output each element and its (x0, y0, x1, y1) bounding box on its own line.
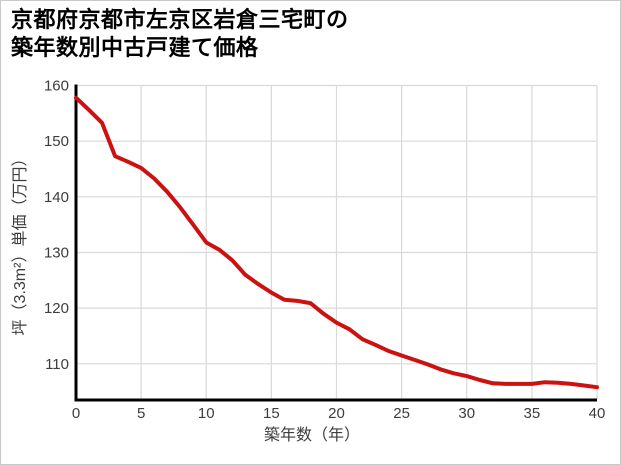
x-tick-label: 40 (589, 405, 606, 422)
x-tick-label: 35 (524, 405, 541, 422)
price-line (74, 95, 599, 390)
y-tick-label: 150 (44, 133, 69, 150)
x-tick-label: 25 (393, 405, 410, 422)
y-tick-label: 120 (44, 300, 69, 317)
chart-title-line2: 築年数別中古戸建て価格 (11, 35, 259, 60)
y-tick-label: 140 (44, 189, 69, 206)
x-tick-label: 10 (198, 405, 215, 422)
x-tick-label: 15 (263, 405, 280, 422)
y-tick-label: 130 (44, 244, 69, 261)
y-tick-label: 110 (45, 356, 69, 373)
x-tick-label: 5 (137, 405, 145, 422)
x-tick-label: 30 (458, 405, 475, 422)
chart-title: 京都府京都市左京区岩倉三宅町の 築年数別中古戸建て価格 (11, 6, 349, 62)
y-tick-label: 160 (44, 78, 69, 95)
y-axis-label: 坪（3.3m²）単価（万円） (11, 151, 29, 336)
x-axis-label: 築年数（年） (264, 426, 360, 444)
chart-title-line1: 京都府京都市左京区岩倉三宅町の (11, 7, 349, 32)
x-tick-label: 20 (328, 405, 345, 422)
x-tick-label: 0 (72, 405, 80, 422)
